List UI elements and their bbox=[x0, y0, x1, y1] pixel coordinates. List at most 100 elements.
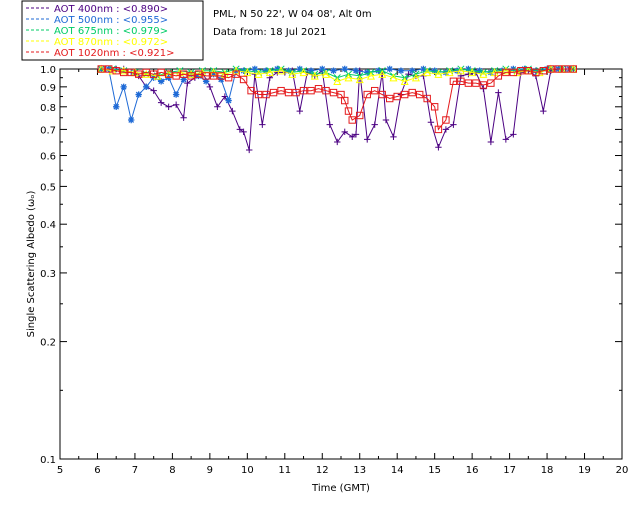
data-point-3-33 bbox=[468, 68, 477, 77]
data-point-4-5 bbox=[134, 70, 143, 78]
data-point-1-22 bbox=[274, 65, 281, 73]
data-point-3-30 bbox=[434, 69, 443, 78]
data-point-4-21 bbox=[254, 90, 263, 99]
data-point-0-12 bbox=[184, 79, 191, 87]
data-point-4-13 bbox=[194, 70, 203, 78]
data-point-1-6 bbox=[142, 83, 150, 91]
data-point-4-40 bbox=[386, 94, 394, 103]
data-point-1-35 bbox=[420, 65, 427, 73]
data-point-4-30 bbox=[322, 86, 330, 95]
legend-box bbox=[21, 0, 204, 61]
y-axis: 0.1 0.2 0.3 0.4 0.5 0.6 0.7 0.8 0.9 1.0 bbox=[40, 65, 622, 466]
series-group bbox=[97, 64, 578, 154]
x-tick-label: 10 bbox=[241, 465, 254, 476]
legend-label-1: AOT 500nm : <0.955> bbox=[54, 15, 168, 26]
data-point-4-52 bbox=[472, 79, 480, 87]
data-point-3-16 bbox=[277, 66, 286, 75]
data-point-4-35 bbox=[348, 116, 356, 124]
data-point-1-37 bbox=[442, 69, 450, 76]
data-point-4-47 bbox=[434, 125, 443, 134]
data-point-4-61 bbox=[539, 67, 548, 75]
data-point-3-18 bbox=[299, 68, 308, 77]
data-point-4-18 bbox=[232, 70, 240, 78]
data-point-1-45 bbox=[532, 67, 540, 74]
x-tick-label: 15 bbox=[428, 465, 441, 476]
data-point-4-32 bbox=[337, 90, 345, 99]
data-point-1-34 bbox=[408, 67, 416, 74]
data-point-4-20 bbox=[247, 86, 255, 95]
data-point-1-23 bbox=[285, 67, 292, 74]
x-tick-label: 8 bbox=[169, 465, 175, 476]
legend-label-4: AOT 1020nm : <0.921> bbox=[54, 48, 174, 59]
data-point-0-15 bbox=[206, 83, 214, 91]
y-tick-label: 0.3 bbox=[40, 269, 56, 280]
data-point-4-19 bbox=[239, 75, 248, 84]
data-point-0-35 bbox=[349, 133, 356, 141]
data-point-4-55 bbox=[494, 72, 503, 80]
data-point-3-36 bbox=[501, 66, 510, 75]
date-text: Data from: 18 Jul 2021 bbox=[213, 27, 326, 38]
data-point-1-11 bbox=[180, 76, 187, 83]
data-point-0-16 bbox=[214, 103, 221, 110]
data-point-1-14 bbox=[202, 78, 210, 85]
data-point-4-22 bbox=[262, 90, 270, 99]
y-tick-label: 0.7 bbox=[40, 125, 56, 136]
data-point-4-7 bbox=[149, 70, 158, 78]
data-point-1-36 bbox=[431, 67, 438, 74]
legend-label-3: AOT 870nm : <0.972> bbox=[54, 37, 168, 48]
data-point-3-25 bbox=[378, 69, 387, 78]
data-point-4-1 bbox=[105, 65, 113, 73]
data-point-4-29 bbox=[314, 85, 323, 93]
data-point-3-39 bbox=[535, 68, 544, 77]
data-point-1-39 bbox=[465, 65, 472, 73]
x-tick-label: 12 bbox=[316, 465, 329, 476]
data-point-1-30 bbox=[364, 69, 371, 76]
data-point-0-34 bbox=[341, 128, 348, 136]
data-point-4-25 bbox=[284, 88, 293, 97]
data-point-3-19 bbox=[310, 71, 319, 80]
data-point-3-27 bbox=[400, 76, 409, 85]
data-point-3-4 bbox=[142, 69, 151, 78]
data-point-1-10 bbox=[172, 91, 180, 98]
data-point-4-42 bbox=[400, 90, 409, 99]
data-point-0-55 bbox=[487, 138, 495, 146]
data-point-3-2 bbox=[119, 66, 128, 75]
data-point-0-10 bbox=[172, 101, 180, 108]
data-point-1-2 bbox=[113, 103, 120, 110]
data-point-3-8 bbox=[187, 69, 196, 78]
data-point-0-8 bbox=[157, 99, 165, 106]
y-tick-label: 0.2 bbox=[40, 338, 56, 349]
data-point-0-28 bbox=[296, 107, 303, 115]
data-point-4-59 bbox=[524, 67, 533, 75]
data-point-1-38 bbox=[453, 67, 461, 74]
data-point-1-46 bbox=[543, 65, 551, 73]
data-point-4-8 bbox=[157, 68, 165, 77]
data-point-4-26 bbox=[292, 88, 300, 97]
data-point-0-39 bbox=[371, 121, 378, 128]
data-point-4-33 bbox=[341, 96, 349, 105]
data-point-4-51 bbox=[464, 79, 473, 87]
data-point-4-0 bbox=[97, 65, 105, 73]
data-point-4-14 bbox=[202, 72, 210, 80]
data-point-0-20 bbox=[240, 128, 247, 136]
data-point-1-33 bbox=[397, 67, 405, 74]
x-axis: 5 6 7 8 9 10 11 12 13 14 15 16 17 18 19 20 bbox=[57, 69, 628, 476]
data-point-3-24 bbox=[366, 71, 375, 80]
data-point-3-15 bbox=[265, 68, 274, 77]
data-point-1-5 bbox=[135, 91, 142, 98]
data-point-4-36 bbox=[356, 111, 364, 120]
data-point-0-38 bbox=[364, 136, 371, 143]
data-point-4-45 bbox=[423, 94, 431, 103]
data-point-0-33 bbox=[334, 138, 341, 146]
data-point-3-31 bbox=[445, 68, 454, 77]
y-tick-label: 0.9 bbox=[40, 83, 56, 94]
x-tick-label: 5 bbox=[57, 465, 63, 476]
data-point-0-19 bbox=[236, 126, 244, 133]
data-point-0-47 bbox=[427, 119, 435, 126]
data-point-4-50 bbox=[457, 77, 465, 85]
data-point-1-21 bbox=[262, 67, 270, 74]
data-point-1-15 bbox=[210, 70, 217, 78]
data-point-4-3 bbox=[119, 68, 128, 77]
data-point-1-24 bbox=[296, 65, 303, 73]
data-point-4-23 bbox=[269, 88, 278, 97]
